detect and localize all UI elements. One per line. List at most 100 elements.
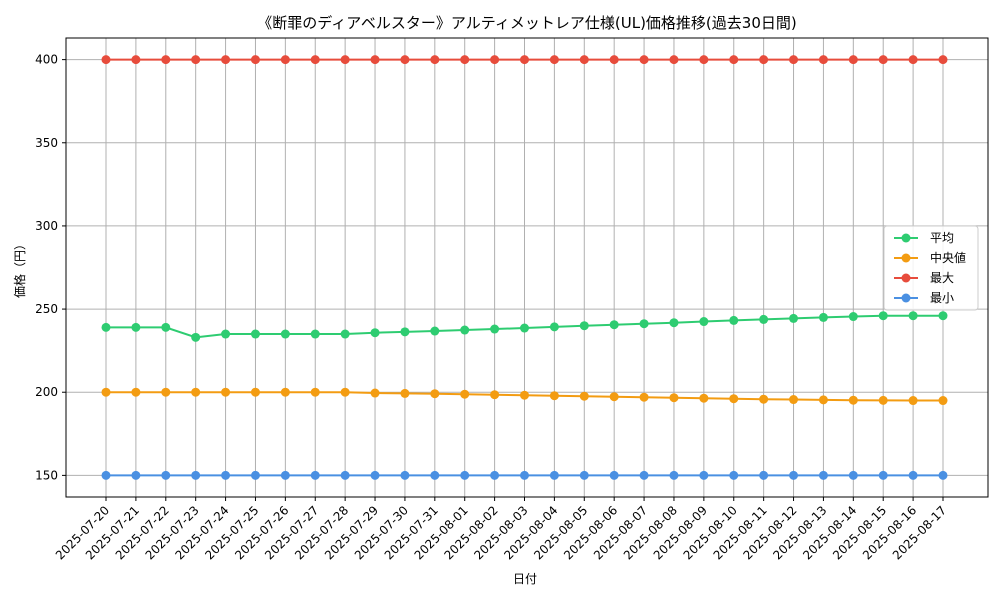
data-point [818,55,828,65]
y-tick-label: 300 [35,219,58,233]
data-point [759,470,769,480]
data-point [699,317,709,327]
legend-box [883,225,979,311]
data-point [549,470,559,480]
data-point [340,387,350,397]
data-point [848,470,858,480]
data-point [609,470,619,480]
data-point [759,394,769,404]
data-point [340,470,350,480]
data-point [549,322,559,332]
data-point [938,311,948,321]
data-point [818,470,828,480]
data-point [101,55,111,65]
data-point [101,322,111,332]
data-point [310,470,320,480]
data-point [639,319,649,329]
data-point [460,325,470,335]
data-point [340,55,350,65]
data-point [370,328,380,338]
data-point [579,470,589,480]
legend-label: 最小 [930,291,954,305]
legend-swatch-marker [901,233,911,243]
data-point [669,470,679,480]
y-axis: 150 200 250 300 350 400 [35,53,66,482]
data-point [520,390,529,400]
data-point [250,470,260,480]
data-point [490,55,500,65]
data-point [101,470,111,480]
data-point [280,470,290,480]
data-point [938,470,948,480]
y-tick-label: 400 [35,53,58,67]
data-point [639,392,649,402]
data-point [549,391,559,401]
data-point [191,55,201,65]
data-point [818,395,828,405]
data-point [789,55,799,65]
data-point [221,329,231,339]
data-point [699,55,709,65]
plot-frame [65,37,989,498]
data-point [938,55,948,65]
data-point [848,312,858,322]
data-point [131,387,141,397]
data-point [729,315,739,325]
data-point [161,55,171,65]
data-point [789,313,799,323]
data-point [310,387,320,397]
legend-swatch-marker [901,273,911,283]
data-point [789,470,799,480]
chart-title: 《断罪のディアベルスター》アルティメットレア仕様(UL)価格推移(過去30日間) [257,14,796,32]
data-point [101,387,111,397]
data-point [579,55,589,65]
legend-swatch-marker [901,293,911,303]
data-point [430,470,440,480]
data-point [221,470,231,480]
data-point [250,329,260,339]
data-point [400,470,410,480]
data-point [699,393,709,403]
data-point [609,55,619,65]
data-point [579,391,589,401]
data-point [639,55,649,65]
data-point [789,395,799,405]
data-point [161,470,171,480]
data-point [878,395,888,405]
y-tick-label: 200 [35,385,58,399]
data-point [878,55,888,65]
data-point [191,470,201,480]
data-point [669,318,679,328]
data-point [370,388,380,398]
y-tick-label: 350 [35,136,58,150]
y-tick-label: 250 [35,302,58,316]
data-point [131,322,141,332]
y-axis-label: 価格（円） [12,238,27,298]
data-point [430,326,440,336]
data-point [221,387,231,397]
data-point [250,387,260,397]
data-point [669,55,679,65]
data-point [609,320,619,330]
data-point [908,396,918,406]
data-point [908,311,918,321]
data-point [460,55,470,65]
legend-label: 平均 [930,231,954,245]
series-group [101,55,948,480]
data-point [549,55,559,65]
legend-label: 最大 [930,271,954,285]
data-point [490,324,500,334]
data-point [520,55,529,65]
data-point [370,55,380,65]
legend-label: 中央値 [930,250,966,265]
legend-swatch-marker [901,253,911,263]
data-point [400,388,410,398]
data-point [131,470,141,480]
data-point [639,470,649,480]
data-point [878,470,888,480]
data-point [908,470,918,480]
y-tick-label: 150 [35,468,58,482]
